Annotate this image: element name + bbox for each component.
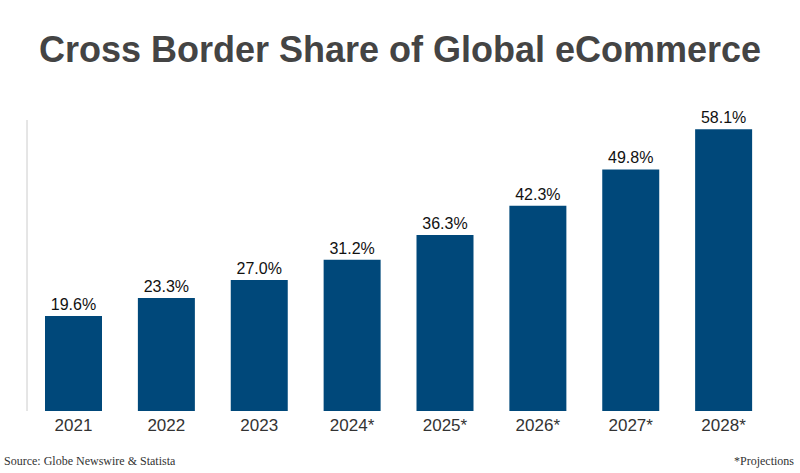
- svg-text:2027*: 2027*: [608, 416, 653, 435]
- svg-text:36.3%: 36.3%: [422, 215, 467, 232]
- svg-text:2023: 2023: [240, 416, 278, 435]
- svg-text:23.3%: 23.3%: [144, 278, 189, 295]
- svg-text:42.3%: 42.3%: [515, 186, 560, 203]
- svg-text:58.1%: 58.1%: [701, 109, 746, 126]
- svg-text:2021: 2021: [55, 416, 93, 435]
- html-text:*Projections: *Projections: [734, 454, 794, 468]
- svg-text:31.2%: 31.2%: [329, 240, 374, 257]
- html-text:Cross Border Share of Global e: Cross Border Share of Global eCommerce: [38, 29, 762, 70]
- svg-text:2024*: 2024*: [330, 416, 375, 435]
- svg-text:49.8%: 49.8%: [608, 149, 653, 166]
- svg-text:2022: 2022: [147, 416, 185, 435]
- svg-text:2025*: 2025*: [423, 416, 468, 435]
- svg-text:2026*: 2026*: [516, 416, 561, 435]
- svg-text:19.6%: 19.6%: [51, 296, 96, 313]
- html-text:Source: Globe Newswire & Stati: Source: Globe Newswire & Statista: [4, 454, 176, 468]
- svg-text:2028*: 2028*: [701, 416, 746, 435]
- svg-text:27.0%: 27.0%: [237, 260, 282, 277]
